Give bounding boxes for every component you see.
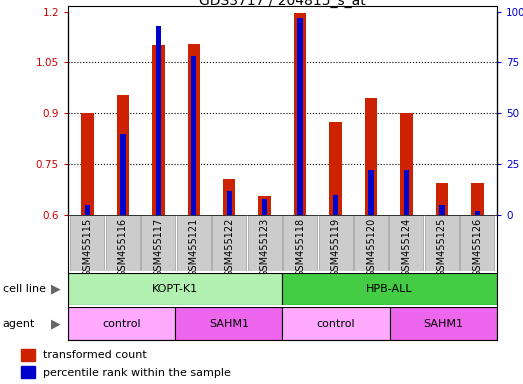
Bar — [156, 26, 161, 215]
Text: GSM455125: GSM455125 — [437, 218, 447, 277]
FancyBboxPatch shape — [354, 215, 388, 271]
Bar — [152, 45, 165, 215]
FancyBboxPatch shape — [68, 307, 175, 340]
FancyBboxPatch shape — [177, 215, 211, 271]
FancyBboxPatch shape — [282, 307, 390, 340]
Bar — [20, 366, 36, 379]
Text: cell line: cell line — [3, 284, 46, 294]
Bar — [439, 205, 445, 215]
Text: GSM455126: GSM455126 — [472, 218, 482, 277]
Bar — [188, 44, 200, 215]
Bar — [298, 18, 303, 215]
FancyBboxPatch shape — [175, 307, 282, 340]
Text: percentile rank within the sample: percentile rank within the sample — [43, 367, 231, 377]
Text: transformed count: transformed count — [43, 350, 146, 360]
Text: SAHM1: SAHM1 — [209, 318, 249, 329]
Bar — [226, 190, 232, 215]
Bar — [120, 134, 126, 215]
Text: GSM455120: GSM455120 — [366, 218, 376, 277]
Bar — [20, 349, 36, 361]
FancyBboxPatch shape — [460, 215, 494, 271]
FancyBboxPatch shape — [283, 215, 317, 271]
Bar — [191, 56, 197, 215]
Text: GSM455118: GSM455118 — [295, 218, 305, 277]
Text: KOPT-K1: KOPT-K1 — [152, 284, 198, 294]
Text: control: control — [103, 318, 141, 329]
Bar — [81, 113, 94, 215]
Text: GSM455122: GSM455122 — [224, 218, 234, 277]
Bar — [294, 13, 306, 215]
FancyBboxPatch shape — [425, 215, 459, 271]
FancyBboxPatch shape — [282, 273, 497, 305]
FancyBboxPatch shape — [212, 215, 246, 271]
Text: HPB-ALL: HPB-ALL — [366, 284, 413, 294]
FancyBboxPatch shape — [141, 215, 175, 271]
Bar — [262, 199, 267, 215]
Bar — [368, 170, 374, 215]
Text: GSM455119: GSM455119 — [331, 218, 340, 277]
Bar — [400, 113, 413, 215]
Bar — [333, 195, 338, 215]
FancyBboxPatch shape — [390, 215, 424, 271]
Text: SAHM1: SAHM1 — [423, 318, 463, 329]
Text: GSM455121: GSM455121 — [189, 218, 199, 277]
Bar — [475, 211, 480, 215]
Text: control: control — [317, 318, 355, 329]
FancyBboxPatch shape — [319, 215, 353, 271]
FancyBboxPatch shape — [390, 307, 497, 340]
Text: GSM455117: GSM455117 — [153, 218, 163, 277]
Bar — [223, 179, 235, 215]
Text: agent: agent — [3, 319, 35, 329]
Text: ▶: ▶ — [51, 283, 61, 296]
Text: GSM455123: GSM455123 — [260, 218, 270, 277]
Bar — [329, 122, 342, 215]
Text: GSM455124: GSM455124 — [402, 218, 412, 277]
Text: GSM455116: GSM455116 — [118, 218, 128, 277]
FancyBboxPatch shape — [68, 273, 282, 305]
Title: GDS3717 / 204815_s_at: GDS3717 / 204815_s_at — [199, 0, 366, 8]
Text: GSM455115: GSM455115 — [83, 218, 93, 277]
FancyBboxPatch shape — [106, 215, 140, 271]
Bar — [404, 170, 409, 215]
Bar — [258, 196, 271, 215]
Bar — [471, 183, 484, 215]
FancyBboxPatch shape — [248, 215, 282, 271]
Text: ▶: ▶ — [51, 317, 61, 330]
Bar — [365, 98, 377, 215]
Bar — [117, 94, 129, 215]
Bar — [85, 205, 90, 215]
FancyBboxPatch shape — [71, 215, 105, 271]
Bar — [436, 183, 448, 215]
